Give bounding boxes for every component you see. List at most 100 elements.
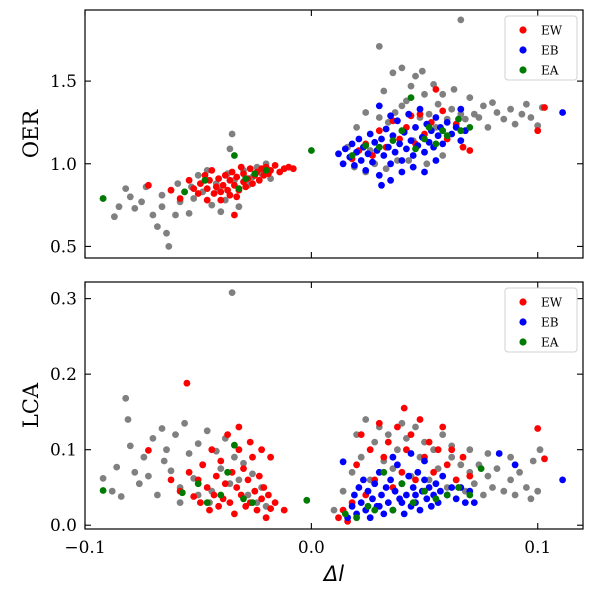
data-point bbox=[416, 416, 424, 423]
data-point bbox=[235, 423, 243, 431]
data-point bbox=[353, 461, 360, 469]
data-point bbox=[253, 506, 261, 514]
data-point bbox=[380, 453, 388, 461]
data-point bbox=[194, 171, 202, 179]
data-point bbox=[466, 472, 474, 480]
data-point bbox=[174, 180, 182, 188]
axes-frame bbox=[84, 9, 584, 259]
data-point bbox=[242, 183, 250, 191]
data-point bbox=[339, 160, 347, 168]
data-point bbox=[366, 446, 374, 454]
data-point bbox=[258, 495, 265, 503]
data-point bbox=[122, 185, 130, 193]
data-point bbox=[527, 495, 535, 503]
data-point bbox=[210, 190, 218, 197]
data-point bbox=[154, 223, 161, 231]
data-point bbox=[398, 127, 406, 135]
data-point bbox=[403, 435, 410, 442]
series-ew bbox=[145, 86, 548, 219]
data-point bbox=[341, 145, 349, 153]
data-point bbox=[289, 165, 297, 173]
data-point bbox=[181, 188, 189, 196]
data-point bbox=[217, 196, 225, 204]
data-point bbox=[448, 453, 456, 461]
data-point bbox=[382, 484, 390, 491]
legend: EW EB EA bbox=[504, 287, 578, 353]
data-point bbox=[534, 122, 542, 130]
data-point bbox=[423, 160, 431, 168]
data-point bbox=[398, 419, 406, 427]
data-point bbox=[421, 135, 428, 143]
data-point bbox=[362, 167, 370, 174]
data-point bbox=[380, 152, 388, 159]
series-all bbox=[99, 16, 546, 250]
data-point bbox=[235, 203, 243, 211]
data-point bbox=[432, 114, 440, 121]
data-point bbox=[231, 152, 238, 159]
data-point bbox=[534, 487, 542, 495]
data-point bbox=[389, 69, 397, 77]
data-point bbox=[475, 114, 483, 121]
data-point bbox=[425, 110, 433, 118]
data-point bbox=[217, 457, 225, 465]
series-eb bbox=[335, 102, 566, 189]
data-point bbox=[391, 487, 399, 495]
data-point bbox=[432, 480, 440, 488]
data-point bbox=[364, 502, 372, 510]
data-point bbox=[389, 506, 397, 514]
data-point bbox=[375, 127, 383, 135]
data-point bbox=[355, 135, 363, 143]
data-point bbox=[461, 115, 469, 123]
data-point bbox=[362, 142, 370, 150]
data-point bbox=[375, 43, 383, 50]
data-point bbox=[400, 404, 408, 412]
data-point bbox=[396, 140, 403, 148]
data-point bbox=[217, 208, 225, 216]
series-all bbox=[99, 289, 544, 514]
legend-label: EW bbox=[541, 296, 563, 310]
data-point bbox=[108, 487, 116, 495]
data-point bbox=[461, 499, 469, 506]
data-point bbox=[434, 446, 442, 454]
data-point bbox=[99, 475, 107, 482]
data-point bbox=[375, 419, 383, 427]
data-point bbox=[450, 86, 458, 93]
data-point bbox=[439, 90, 447, 98]
data-point bbox=[206, 506, 213, 514]
data-point bbox=[330, 506, 338, 514]
data-point bbox=[160, 457, 168, 465]
data-point bbox=[389, 465, 397, 472]
data-point bbox=[190, 185, 198, 193]
legend-marker bbox=[519, 26, 527, 34]
data-point bbox=[154, 491, 161, 499]
data-point bbox=[398, 480, 406, 488]
data-point bbox=[443, 132, 451, 140]
data-point bbox=[507, 105, 514, 113]
data-point bbox=[357, 431, 365, 438]
data-point bbox=[389, 132, 397, 140]
data-point bbox=[149, 435, 157, 442]
data-point bbox=[439, 107, 447, 115]
data-point bbox=[418, 67, 426, 75]
data-point bbox=[398, 499, 406, 506]
data-point bbox=[249, 453, 256, 461]
data-point bbox=[534, 425, 542, 432]
data-point bbox=[384, 499, 392, 506]
data-point bbox=[407, 82, 415, 90]
legend-label: EA bbox=[541, 336, 559, 350]
data-point bbox=[303, 496, 311, 504]
data-point bbox=[529, 457, 537, 465]
data-point bbox=[427, 502, 435, 510]
data-point bbox=[369, 495, 376, 503]
data-point bbox=[437, 487, 444, 495]
data-point bbox=[167, 467, 175, 475]
data-point bbox=[348, 502, 356, 510]
data-point bbox=[384, 431, 392, 438]
data-point bbox=[480, 102, 487, 110]
data-point bbox=[457, 127, 465, 135]
data-point bbox=[375, 171, 383, 179]
data-point bbox=[194, 480, 202, 488]
data-point bbox=[559, 109, 566, 116]
legend-label: EA bbox=[541, 64, 559, 78]
data-point bbox=[380, 468, 388, 476]
